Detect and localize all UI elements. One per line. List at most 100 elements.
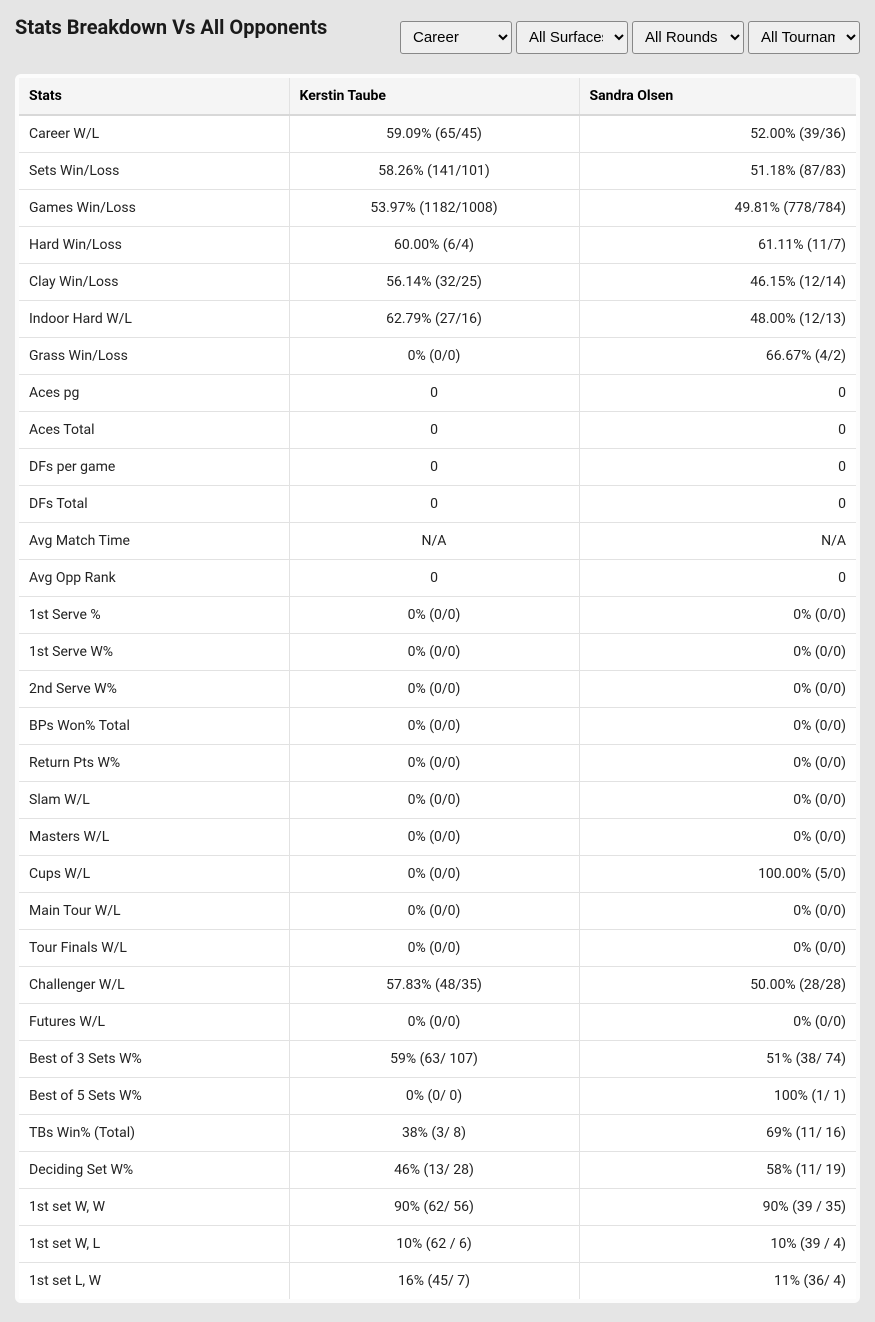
player1-value: 0% (0/0) [289,671,579,708]
stat-label: Sets Win/Loss [19,153,289,190]
player2-value: 0% (0/0) [579,708,856,745]
stat-label: Aces pg [19,375,289,412]
player1-value: 0% (0/0) [289,708,579,745]
player1-value: 0 [289,449,579,486]
player1-value: 0% (0/0) [289,338,579,375]
player2-value: 0 [579,560,856,597]
player2-value: 100% (1/ 1) [579,1078,856,1115]
filter-timeframe[interactable]: Career [400,21,512,54]
player2-value: 11% (36/ 4) [579,1263,856,1300]
stat-label: 1st set W, W [19,1189,289,1226]
filters-group: Career All Surfaces All Rounds All Tourn… [400,15,860,54]
player2-value: 49.81% (778/784) [579,190,856,227]
table-row: Return Pts W%0% (0/0)0% (0/0) [19,745,856,782]
stat-label: 1st Serve % [19,597,289,634]
player2-value: 0% (0/0) [579,930,856,967]
player1-value: 58.26% (141/101) [289,153,579,190]
player1-value: 38% (3/ 8) [289,1115,579,1152]
stat-label: BPs Won% Total [19,708,289,745]
page-title: Stats Breakdown Vs All Opponents [15,15,327,40]
player2-value: 0% (0/0) [579,634,856,671]
player1-value: 53.97% (1182/1008) [289,190,579,227]
table-row: TBs Win% (Total)38% (3/ 8)69% (11/ 16) [19,1115,856,1152]
player2-value: 46.15% (12/14) [579,264,856,301]
table-row: 1st set L, W16% (45/ 7)11% (36/ 4) [19,1263,856,1300]
stat-label: Deciding Set W% [19,1152,289,1189]
stat-label: Indoor Hard W/L [19,301,289,338]
table-row: Games Win/Loss53.97% (1182/1008)49.81% (… [19,190,856,227]
player2-value: 100.00% (5/0) [579,856,856,893]
table-row: Career W/L59.09% (65/45)52.00% (39/36) [19,115,856,153]
table-row: Grass Win/Loss0% (0/0)66.67% (4/2) [19,338,856,375]
table-row: Masters W/L0% (0/0)0% (0/0) [19,819,856,856]
player2-value: 51.18% (87/83) [579,153,856,190]
player2-value: 0 [579,449,856,486]
filter-surface[interactable]: All Surfaces [516,21,628,54]
player2-value: 0% (0/0) [579,597,856,634]
player2-value: 10% (39 / 4) [579,1226,856,1263]
table-row: BPs Won% Total0% (0/0)0% (0/0) [19,708,856,745]
player2-value: N/A [579,523,856,560]
stat-label: Best of 3 Sets W% [19,1041,289,1078]
table-row: 1st Serve %0% (0/0)0% (0/0) [19,597,856,634]
player2-value: 0% (0/0) [579,745,856,782]
player1-value: 0% (0/0) [289,782,579,819]
player2-value: 0% (0/0) [579,893,856,930]
player2-value: 0% (0/0) [579,819,856,856]
stat-label: DFs per game [19,449,289,486]
player1-value: 59% (63/ 107) [289,1041,579,1078]
table-row: Best of 5 Sets W%0% (0/ 0)100% (1/ 1) [19,1078,856,1115]
player1-value: 0% (0/0) [289,634,579,671]
player1-value: 0 [289,486,579,523]
stat-label: DFs Total [19,486,289,523]
player1-value: 0% (0/0) [289,1004,579,1041]
player1-value: 59.09% (65/45) [289,115,579,153]
table-row: Slam W/L0% (0/0)0% (0/0) [19,782,856,819]
table-row: Indoor Hard W/L62.79% (27/16)48.00% (12/… [19,301,856,338]
table-row: Challenger W/L57.83% (48/35)50.00% (28/2… [19,967,856,1004]
stat-label: Games Win/Loss [19,190,289,227]
stat-label: Return Pts W% [19,745,289,782]
player1-value: 0% (0/ 0) [289,1078,579,1115]
player1-value: 0% (0/0) [289,893,579,930]
filter-round[interactable]: All Rounds [632,21,744,54]
stats-table-wrap: Stats Kerstin Taube Sandra Olsen Career … [15,74,860,1303]
table-row: Aces Total00 [19,412,856,449]
stat-label: 1st Serve W% [19,634,289,671]
player2-value: 66.67% (4/2) [579,338,856,375]
stat-label: 1st set L, W [19,1263,289,1300]
player2-value: 0% (0/0) [579,671,856,708]
player2-value: 0 [579,375,856,412]
header-row: Stats Breakdown Vs All Opponents Career … [15,15,860,54]
stat-label: Slam W/L [19,782,289,819]
table-row: 1st Serve W%0% (0/0)0% (0/0) [19,634,856,671]
player1-value: 60.00% (6/4) [289,227,579,264]
table-row: Tour Finals W/L0% (0/0)0% (0/0) [19,930,856,967]
stat-label: TBs Win% (Total) [19,1115,289,1152]
table-row: Main Tour W/L0% (0/0)0% (0/0) [19,893,856,930]
stat-label: Cups W/L [19,856,289,893]
player2-value: 61.11% (11/7) [579,227,856,264]
player1-value: 56.14% (32/25) [289,264,579,301]
stat-label: Main Tour W/L [19,893,289,930]
player1-value: 0% (0/0) [289,819,579,856]
player1-value: 57.83% (48/35) [289,967,579,1004]
table-row: 1st set W, W90% (62/ 56)90% (39 / 35) [19,1189,856,1226]
player2-value: 90% (39 / 35) [579,1189,856,1226]
player1-value: 0 [289,375,579,412]
player1-value: 46% (13/ 28) [289,1152,579,1189]
table-row: Avg Match TimeN/AN/A [19,523,856,560]
stat-label: Tour Finals W/L [19,930,289,967]
header-player2: Sandra Olsen [579,78,856,115]
header-stats: Stats [19,78,289,115]
table-row: Aces pg00 [19,375,856,412]
table-row: Sets Win/Loss58.26% (141/101)51.18% (87/… [19,153,856,190]
player2-value: 69% (11/ 16) [579,1115,856,1152]
stat-label: Masters W/L [19,819,289,856]
player2-value: 0 [579,412,856,449]
player2-value: 0% (0/0) [579,782,856,819]
filter-tournament[interactable]: All Tournaments [748,21,860,54]
header-player1: Kerstin Taube [289,78,579,115]
player2-value: 0% (0/0) [579,1004,856,1041]
stat-label: Grass Win/Loss [19,338,289,375]
